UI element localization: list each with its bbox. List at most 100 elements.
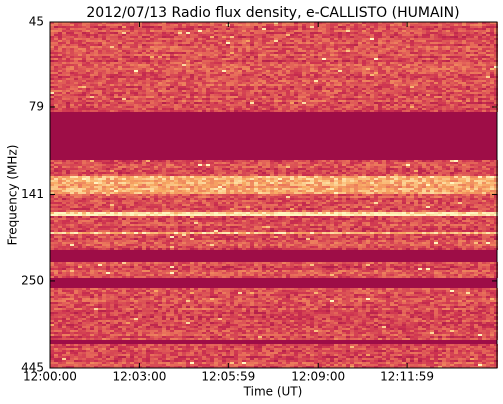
spectrum-cell: [398, 74, 402, 76]
spectrum-cell: [114, 90, 118, 92]
spectrum-cell: [98, 36, 102, 38]
spectrum-cell: [122, 26, 126, 28]
spectrum-cell: [270, 60, 274, 62]
spectrum-cell: [486, 42, 490, 44]
spectrum-cell: [274, 34, 278, 36]
spectrum-cell: [138, 26, 142, 28]
spectrum-cell: [398, 108, 402, 110]
spectrum-cell: [182, 46, 186, 48]
spectrum-cell: [414, 100, 418, 102]
spectrum-cell: [194, 58, 198, 60]
spectrum-cell: [62, 100, 66, 102]
spectrum-cell: [162, 38, 166, 40]
spectrum-cell: [78, 106, 82, 108]
spectrum-cell: [154, 106, 158, 108]
spectrum-cell: [350, 58, 354, 60]
spectrum-cell: [266, 48, 270, 50]
spectrum-cell: [126, 74, 130, 76]
spectrum-cell: [358, 26, 362, 28]
spectrum-cell: [474, 84, 478, 86]
spectrum-cell: [134, 26, 138, 28]
spectrum-cell: [386, 102, 390, 104]
spectrum-cell: [134, 34, 138, 36]
spectrum-cell: [206, 38, 210, 40]
spectrum-cell: [318, 74, 322, 76]
spectrum-cell: [370, 50, 374, 52]
spectrum-cell: [234, 34, 238, 36]
spectrum-cell: [466, 28, 470, 30]
spectrum-cell: [482, 80, 486, 82]
spectrum-cell: [230, 66, 234, 68]
spectrum-cell: [382, 80, 386, 82]
spectrum-cell: [58, 30, 62, 32]
spectrum-cell: [226, 94, 230, 96]
spectrum-cell: [482, 40, 486, 42]
spectrum-cell: [114, 78, 118, 80]
spectrum-cell: [238, 82, 242, 84]
spectrum-cell: [342, 48, 346, 50]
spectrum-cell: [90, 86, 94, 88]
spectrum-cell: [202, 78, 206, 80]
spectrum-cell: [426, 72, 430, 74]
spectrum-cell: [306, 60, 310, 62]
spectrum-cell: [66, 86, 70, 88]
spectrum-cell: [406, 66, 410, 68]
spectrum-cell: [98, 98, 102, 100]
spectrum-cell: [450, 46, 454, 48]
spectrum-cell: [442, 28, 446, 30]
spectrum-cell: [470, 46, 474, 48]
spectrum-cell: [378, 88, 382, 90]
spectrum-cell: [246, 102, 250, 104]
spectrum-cell: [486, 28, 490, 30]
spectrum-cell: [374, 72, 378, 74]
spectrum-cell: [126, 70, 130, 72]
spectrum-cell: [126, 92, 130, 94]
spectrum-cell: [222, 32, 226, 34]
spectrum-cell: [350, 54, 354, 56]
spectrum-cell: [170, 80, 174, 82]
spectrum-cell: [362, 106, 366, 108]
spectrum-cell: [210, 34, 214, 36]
spectrum-cell: [390, 86, 394, 88]
spectrum-cell: [438, 76, 442, 78]
spectrum-cell: [406, 46, 410, 48]
spectrum-cell: [234, 62, 238, 64]
spectrum-cell: [130, 26, 134, 28]
spectrum-cell: [378, 70, 382, 72]
spectrum-cell: [122, 68, 126, 70]
spectrum-cell: [298, 100, 302, 102]
spectrum-cell: [390, 94, 394, 96]
spectrum-cell: [158, 64, 162, 66]
spectrum-cell: [178, 34, 182, 36]
spectrum-cell: [430, 54, 434, 56]
spectrum-cell: [418, 52, 422, 54]
spectrum-cell: [170, 30, 174, 32]
spectrum-cell: [374, 60, 378, 62]
spectrum-cell: [222, 106, 226, 108]
spectrum-cell: [470, 26, 474, 28]
spectrum-cell: [218, 68, 222, 70]
spectrum-cell: [474, 102, 478, 104]
spectrum-cell: [198, 96, 202, 98]
spectrum-cell: [226, 110, 230, 112]
spectrum-cell: [210, 108, 214, 110]
spectrum-cell: [194, 72, 198, 74]
spectrum-cell: [262, 80, 266, 82]
spectrum-cell: [226, 88, 230, 90]
spectrum-cell: [134, 72, 138, 74]
spectrum-cell: [274, 64, 278, 66]
spectrum-cell: [74, 104, 78, 106]
spectrum-cell: [78, 92, 82, 94]
spectrum-cell: [202, 108, 206, 110]
spectrum-cell: [122, 82, 126, 84]
spectrum-cell: [78, 60, 82, 62]
spectrum-cell: [78, 58, 82, 60]
spectrum-cell: [186, 80, 190, 82]
spectrum-cell: [362, 32, 366, 34]
spectrum-cell: [430, 108, 434, 110]
spectrum-cell: [354, 58, 358, 60]
spectrum-cell: [402, 64, 406, 66]
spectrum-cell: [142, 64, 146, 66]
spectrum-cell: [262, 84, 266, 86]
spectrum-cell: [122, 76, 126, 78]
